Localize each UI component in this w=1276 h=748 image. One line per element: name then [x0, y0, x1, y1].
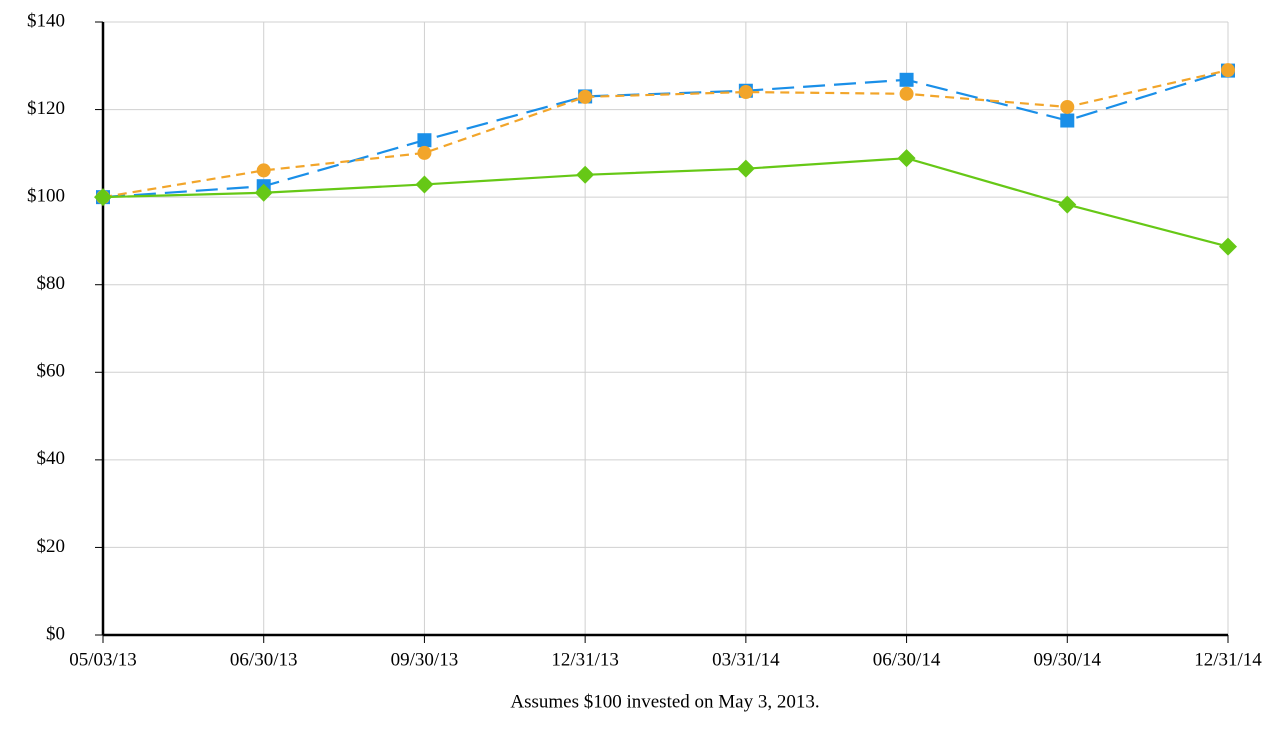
y-tick-label: $20 [37, 536, 66, 557]
x-tick-label: 09/30/13 [391, 649, 459, 670]
series-line [102, 69, 1229, 199]
y-tick-label: $140 [27, 10, 65, 31]
marker [897, 149, 916, 168]
y-tick-label: $100 [27, 186, 65, 207]
marker [417, 133, 432, 148]
marker [1221, 63, 1235, 78]
marker [94, 188, 112, 207]
series-line [102, 157, 1229, 248]
marker [576, 165, 595, 184]
marker [417, 145, 432, 160]
marker [1060, 113, 1075, 128]
marker [1058, 195, 1077, 214]
x-tick-label: 12/31/13 [551, 649, 619, 670]
y-tick-label: $60 [37, 361, 66, 382]
x-tick-label: 06/30/14 [873, 649, 941, 670]
x-tick-label: 12/31/14 [1194, 649, 1262, 670]
marker [736, 159, 755, 178]
marker [256, 163, 271, 178]
marker [899, 72, 914, 87]
x-tick-label: 06/30/13 [230, 649, 298, 670]
marker [578, 89, 593, 104]
marker [738, 85, 753, 100]
marker [1219, 237, 1237, 256]
marker [1060, 99, 1075, 114]
marker [254, 183, 273, 202]
y-tick-label: $120 [27, 98, 65, 119]
x-tick-label: 09/30/14 [1034, 649, 1102, 670]
y-tick-label: $80 [37, 273, 66, 294]
series-line [102, 69, 1229, 199]
y-tick-label: $40 [37, 448, 66, 469]
x-axis-label: Assumes $100 invested on May 3, 2013. [510, 691, 819, 712]
marker [899, 86, 914, 101]
x-tick-label: 05/03/13 [69, 649, 137, 670]
x-tick-label: 03/31/14 [712, 649, 780, 670]
y-tick-label: $0 [46, 623, 65, 644]
marker [415, 175, 434, 194]
